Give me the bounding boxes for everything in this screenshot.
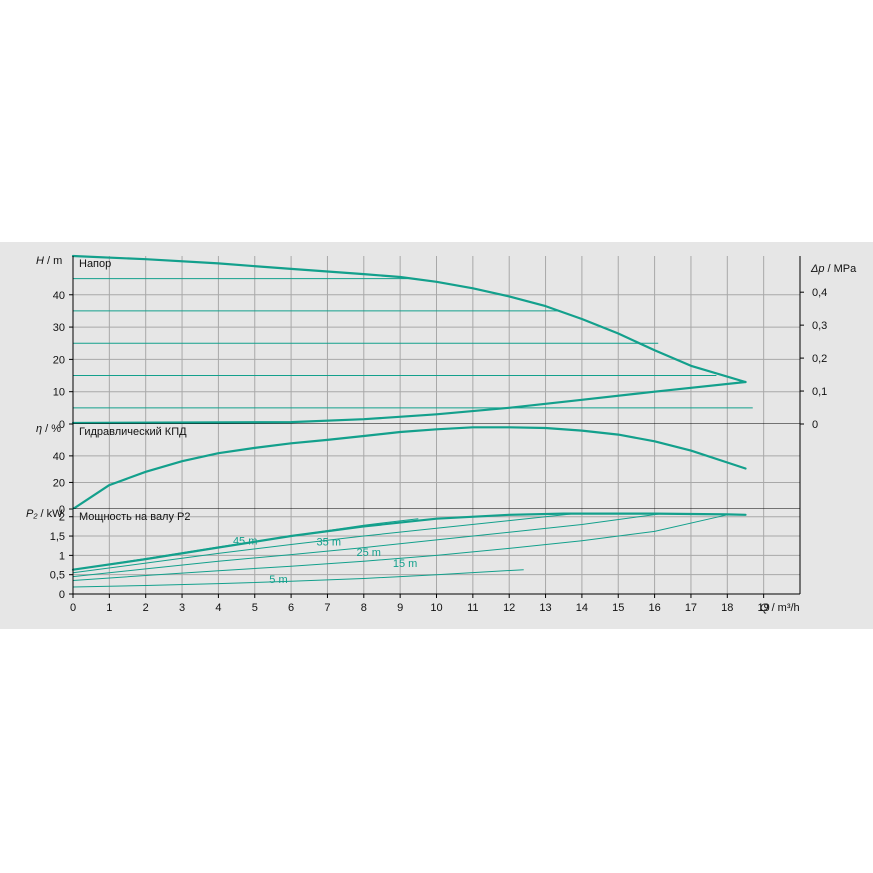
efficiency-curve (71, 426, 747, 511)
x-tick-label: 12 (503, 602, 515, 614)
x-axis-unit: / m³/h (772, 602, 800, 614)
y-tick-label: 0,5 (50, 570, 65, 582)
chart-panel: 0 10 20 30 40 H / m Напор 0 0,1 0,2 0,3 0,4 Δp / MPa 0 2… (0, 242, 873, 629)
x-tick-label: 11 (467, 602, 478, 614)
head-curve (71, 254, 747, 384)
y-axis-unit: / m (47, 255, 62, 267)
y-tick-label: 40 (53, 451, 65, 463)
y2-tick-label: 0,3 (812, 320, 827, 332)
iso-curve-label: 5 m (269, 574, 287, 586)
x-tick-label: 5 (252, 602, 258, 614)
y2-axis-symbol: Δp (810, 263, 825, 275)
power-curve (71, 512, 747, 571)
x-tick-label: 15 (612, 602, 624, 614)
y2-axis-unit: / MPa (828, 263, 858, 275)
x-tick-label: 17 (685, 602, 697, 614)
x-tick-label: 9 (397, 602, 403, 614)
power-iso-curve (72, 513, 575, 574)
y-tick-label: 2 (59, 512, 65, 524)
y2-tick-label: 0,4 (812, 287, 827, 299)
power-iso-curve (72, 513, 662, 578)
x-tick-label: 6 (288, 602, 294, 614)
x-tick-label: 4 (215, 602, 221, 614)
y-tick-label: 0 (59, 504, 65, 516)
power-iso-curve (72, 514, 728, 581)
x-tick-label: 19 (758, 602, 770, 614)
y-tick-label: 10 (53, 387, 65, 399)
y-tick-label: 20 (53, 477, 65, 489)
x-tick-label: 2 (143, 602, 149, 614)
y-axis-unit: / % (45, 423, 61, 435)
x-tick-label: 3 (179, 602, 185, 614)
y-tick-label: 20 (53, 354, 65, 366)
x-tick-label: 13 (539, 602, 551, 614)
panel-title: Мощность на валу P2 (79, 511, 191, 523)
efficiency-panel: 0 20 40 η / % Гидравлический КПД (36, 423, 801, 516)
y2-tick-label: 0,2 (812, 353, 827, 365)
power-iso-curve (72, 569, 524, 588)
x-tick-label: 8 (361, 602, 367, 614)
x-tick-label: 16 (648, 602, 660, 614)
iso-curve-label: 15 m (393, 558, 417, 570)
y-axis-unit: / kW (41, 508, 64, 520)
y-tick-label: 1,5 (50, 531, 65, 543)
y-axis-symbol: P₂ (26, 508, 38, 520)
x-tick-label: 18 (721, 602, 733, 614)
y-tick-label: 0 (59, 589, 65, 601)
x-axis-symbol: Q (760, 602, 769, 614)
x-tick-label: 14 (576, 602, 588, 614)
x-axis-title: Q / m³/h (760, 602, 800, 614)
head-curve (71, 380, 747, 425)
x-tick-label: 10 (430, 602, 442, 614)
y-axis-symbol: η (36, 423, 42, 435)
iso-curve-label: 25 m (357, 547, 381, 559)
y-tick-label: 0 (59, 419, 65, 431)
y-axis-title: H / m (36, 255, 62, 267)
y-axis-title: P₂ / kW (26, 508, 63, 520)
y-tick-label: 1 (59, 550, 65, 562)
head-panel: 0 10 20 30 40 H / m Напор 0 0,1 0,2 0,3 0,4 Δp / MPa (36, 254, 857, 431)
x-tick-label: 0 (70, 602, 76, 614)
y2-axis-title: Δp / MPa (810, 263, 857, 275)
x-tick-label: 7 (324, 602, 330, 614)
y2-tick-label: 0 (812, 419, 818, 431)
y-axis-title: η / % (36, 423, 61, 435)
iso-curve-label: 35 m (317, 536, 341, 548)
y-axis-symbol: H (36, 255, 44, 267)
panel-title: Гидравлический КПД (79, 426, 187, 438)
panel-title: Напор (79, 258, 111, 270)
y-tick-label: 30 (53, 322, 65, 334)
y-tick-label: 40 (53, 290, 65, 302)
x-tick-label: 1 (106, 602, 112, 614)
y2-tick-label: 0,1 (812, 386, 827, 398)
